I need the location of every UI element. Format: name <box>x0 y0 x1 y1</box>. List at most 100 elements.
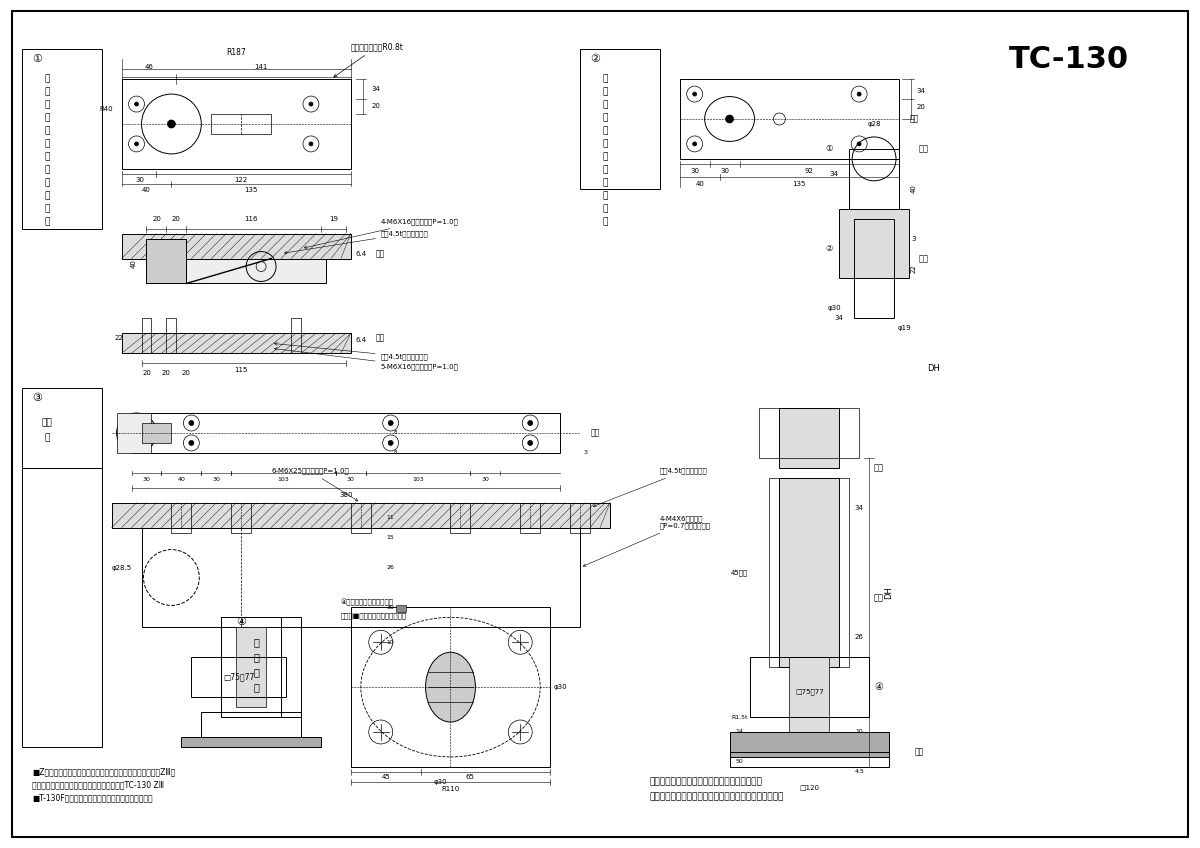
Text: 床面軸座は埋め込んで確実にモルタル固定して下さい。: 床面軸座は埋め込んで確実にモルタル固定して下さい。 <box>650 792 785 801</box>
Text: 20: 20 <box>917 104 925 110</box>
Text: ドア: ドア <box>874 593 884 602</box>
Bar <box>850 149 899 209</box>
Text: 30: 30 <box>386 605 395 610</box>
Text: 135: 135 <box>793 181 806 187</box>
Text: 30: 30 <box>481 477 490 483</box>
Bar <box>142 423 172 443</box>
Text: ッ: ッ <box>602 139 607 148</box>
Text: 26: 26 <box>386 565 395 570</box>
Bar <box>521 503 540 533</box>
Bar <box>22 49 102 229</box>
Text: 22: 22 <box>911 264 917 273</box>
Bar <box>730 752 889 767</box>
Bar <box>211 114 271 134</box>
Bar <box>146 259 326 283</box>
Bar <box>396 605 406 612</box>
Bar <box>232 503 251 533</box>
Text: トッププレートR0.8t: トッププレートR0.8t <box>334 42 403 77</box>
Text: 重量ドア用の為補強関係には注意して下さい。: 重量ドア用の為補強関係には注意して下さい。 <box>650 778 763 786</box>
Bar <box>679 79 899 159</box>
Bar <box>142 318 151 354</box>
Bar <box>191 657 286 697</box>
Text: ①: ① <box>32 54 42 64</box>
Text: 30: 30 <box>136 176 144 183</box>
Text: 34: 34 <box>917 88 925 94</box>
Text: 8: 8 <box>394 450 397 455</box>
Text: 底板: 底板 <box>914 747 924 756</box>
Text: 92: 92 <box>805 168 814 174</box>
Text: 380: 380 <box>340 492 353 498</box>
Text: 46: 46 <box>145 64 154 70</box>
Text: 22: 22 <box>114 335 122 341</box>
Text: 30: 30 <box>690 168 700 174</box>
Circle shape <box>692 142 697 146</box>
Text: 40: 40 <box>178 477 185 483</box>
Text: φ28.5: φ28.5 <box>112 565 132 571</box>
Text: 20: 20 <box>371 103 380 109</box>
Text: 8: 8 <box>394 431 397 436</box>
Text: 軸: 軸 <box>253 667 259 678</box>
Text: φ30: φ30 <box>553 684 566 690</box>
Text: ッ: ッ <box>44 87 49 97</box>
Text: 3: 3 <box>583 450 587 455</box>
Text: 裏板4.5t以上（別途）: 裏板4.5t以上（別途） <box>593 468 708 507</box>
Bar <box>450 503 470 533</box>
Text: 20: 20 <box>142 371 151 377</box>
Text: 付けて下さい。（オプション）　発注例：TC-130 ZⅢ: 付けて下さい。（オプション） 発注例：TC-130 ZⅢ <box>32 780 164 789</box>
Bar <box>142 527 241 628</box>
Text: 面: 面 <box>253 652 259 662</box>
Text: ■Z型トップピボット（ドア上部移動調整型）は品番の後にZⅢを: ■Z型トップピボット（ドア上部移動調整型）は品番の後にZⅢを <box>32 767 175 777</box>
Text: 側: 側 <box>602 204 607 213</box>
Bar <box>221 617 301 717</box>
Text: ドア: ドア <box>919 254 929 263</box>
Text: 50: 50 <box>736 760 744 764</box>
Circle shape <box>168 120 175 128</box>
Bar <box>121 333 350 354</box>
Text: φ30: φ30 <box>828 305 841 311</box>
Text: 15: 15 <box>386 535 395 540</box>
Circle shape <box>308 102 313 106</box>
Bar <box>790 657 829 737</box>
Text: ア: ア <box>602 192 607 200</box>
Text: プ: プ <box>44 101 49 109</box>
Text: 4-M4X6皿小ネジ
（P=0.7）ステンレス: 4-M4X6皿小ネジ （P=0.7）ステンレス <box>583 515 710 566</box>
Bar <box>202 712 301 742</box>
Text: □75～77: □75～77 <box>794 689 823 695</box>
Bar <box>292 318 301 354</box>
Circle shape <box>528 440 533 445</box>
Bar <box>146 238 186 283</box>
Text: （: （ <box>602 165 607 175</box>
Text: 上枠: 上枠 <box>874 463 884 472</box>
Bar <box>769 477 850 667</box>
Circle shape <box>188 440 194 445</box>
Text: 65: 65 <box>466 774 475 780</box>
Text: アー: アー <box>42 419 52 427</box>
Text: ①: ① <box>826 144 833 153</box>
Text: ④: ④ <box>875 682 883 692</box>
Text: 10: 10 <box>386 639 395 644</box>
Text: 20: 20 <box>162 371 170 377</box>
Text: ）: ） <box>44 217 49 226</box>
Text: 枠: 枠 <box>44 192 49 200</box>
Text: 5-M6X16皿小ネジ（P=1.0）: 5-M6X16皿小ネジ（P=1.0） <box>275 348 458 370</box>
Text: 4-M6X16皿小ネジ（P=1.0）: 4-M6X16皿小ネジ（P=1.0） <box>305 219 458 248</box>
Text: R40: R40 <box>100 106 114 112</box>
Bar <box>750 657 869 717</box>
Text: ト: ト <box>602 153 607 161</box>
Text: 26: 26 <box>854 634 864 640</box>
Text: ドア: ドア <box>590 428 600 438</box>
Text: 34: 34 <box>835 315 844 321</box>
Bar <box>350 607 550 767</box>
Text: ッ: ッ <box>602 87 607 97</box>
Text: ト: ト <box>44 75 49 84</box>
Bar <box>730 732 889 757</box>
Text: 6.4: 6.4 <box>355 250 366 257</box>
Circle shape <box>188 421 194 426</box>
Text: 6-M6X25皿小ネジ（P=1.0）: 6-M6X25皿小ネジ（P=1.0） <box>271 468 358 501</box>
Bar <box>116 413 151 453</box>
Text: ③: ③ <box>32 393 42 403</box>
Text: 床: 床 <box>253 638 259 647</box>
Bar <box>22 468 102 747</box>
Bar <box>172 503 191 533</box>
Text: 裏板4.5t以上（別途）: 裏板4.5t以上（別途） <box>284 231 428 254</box>
